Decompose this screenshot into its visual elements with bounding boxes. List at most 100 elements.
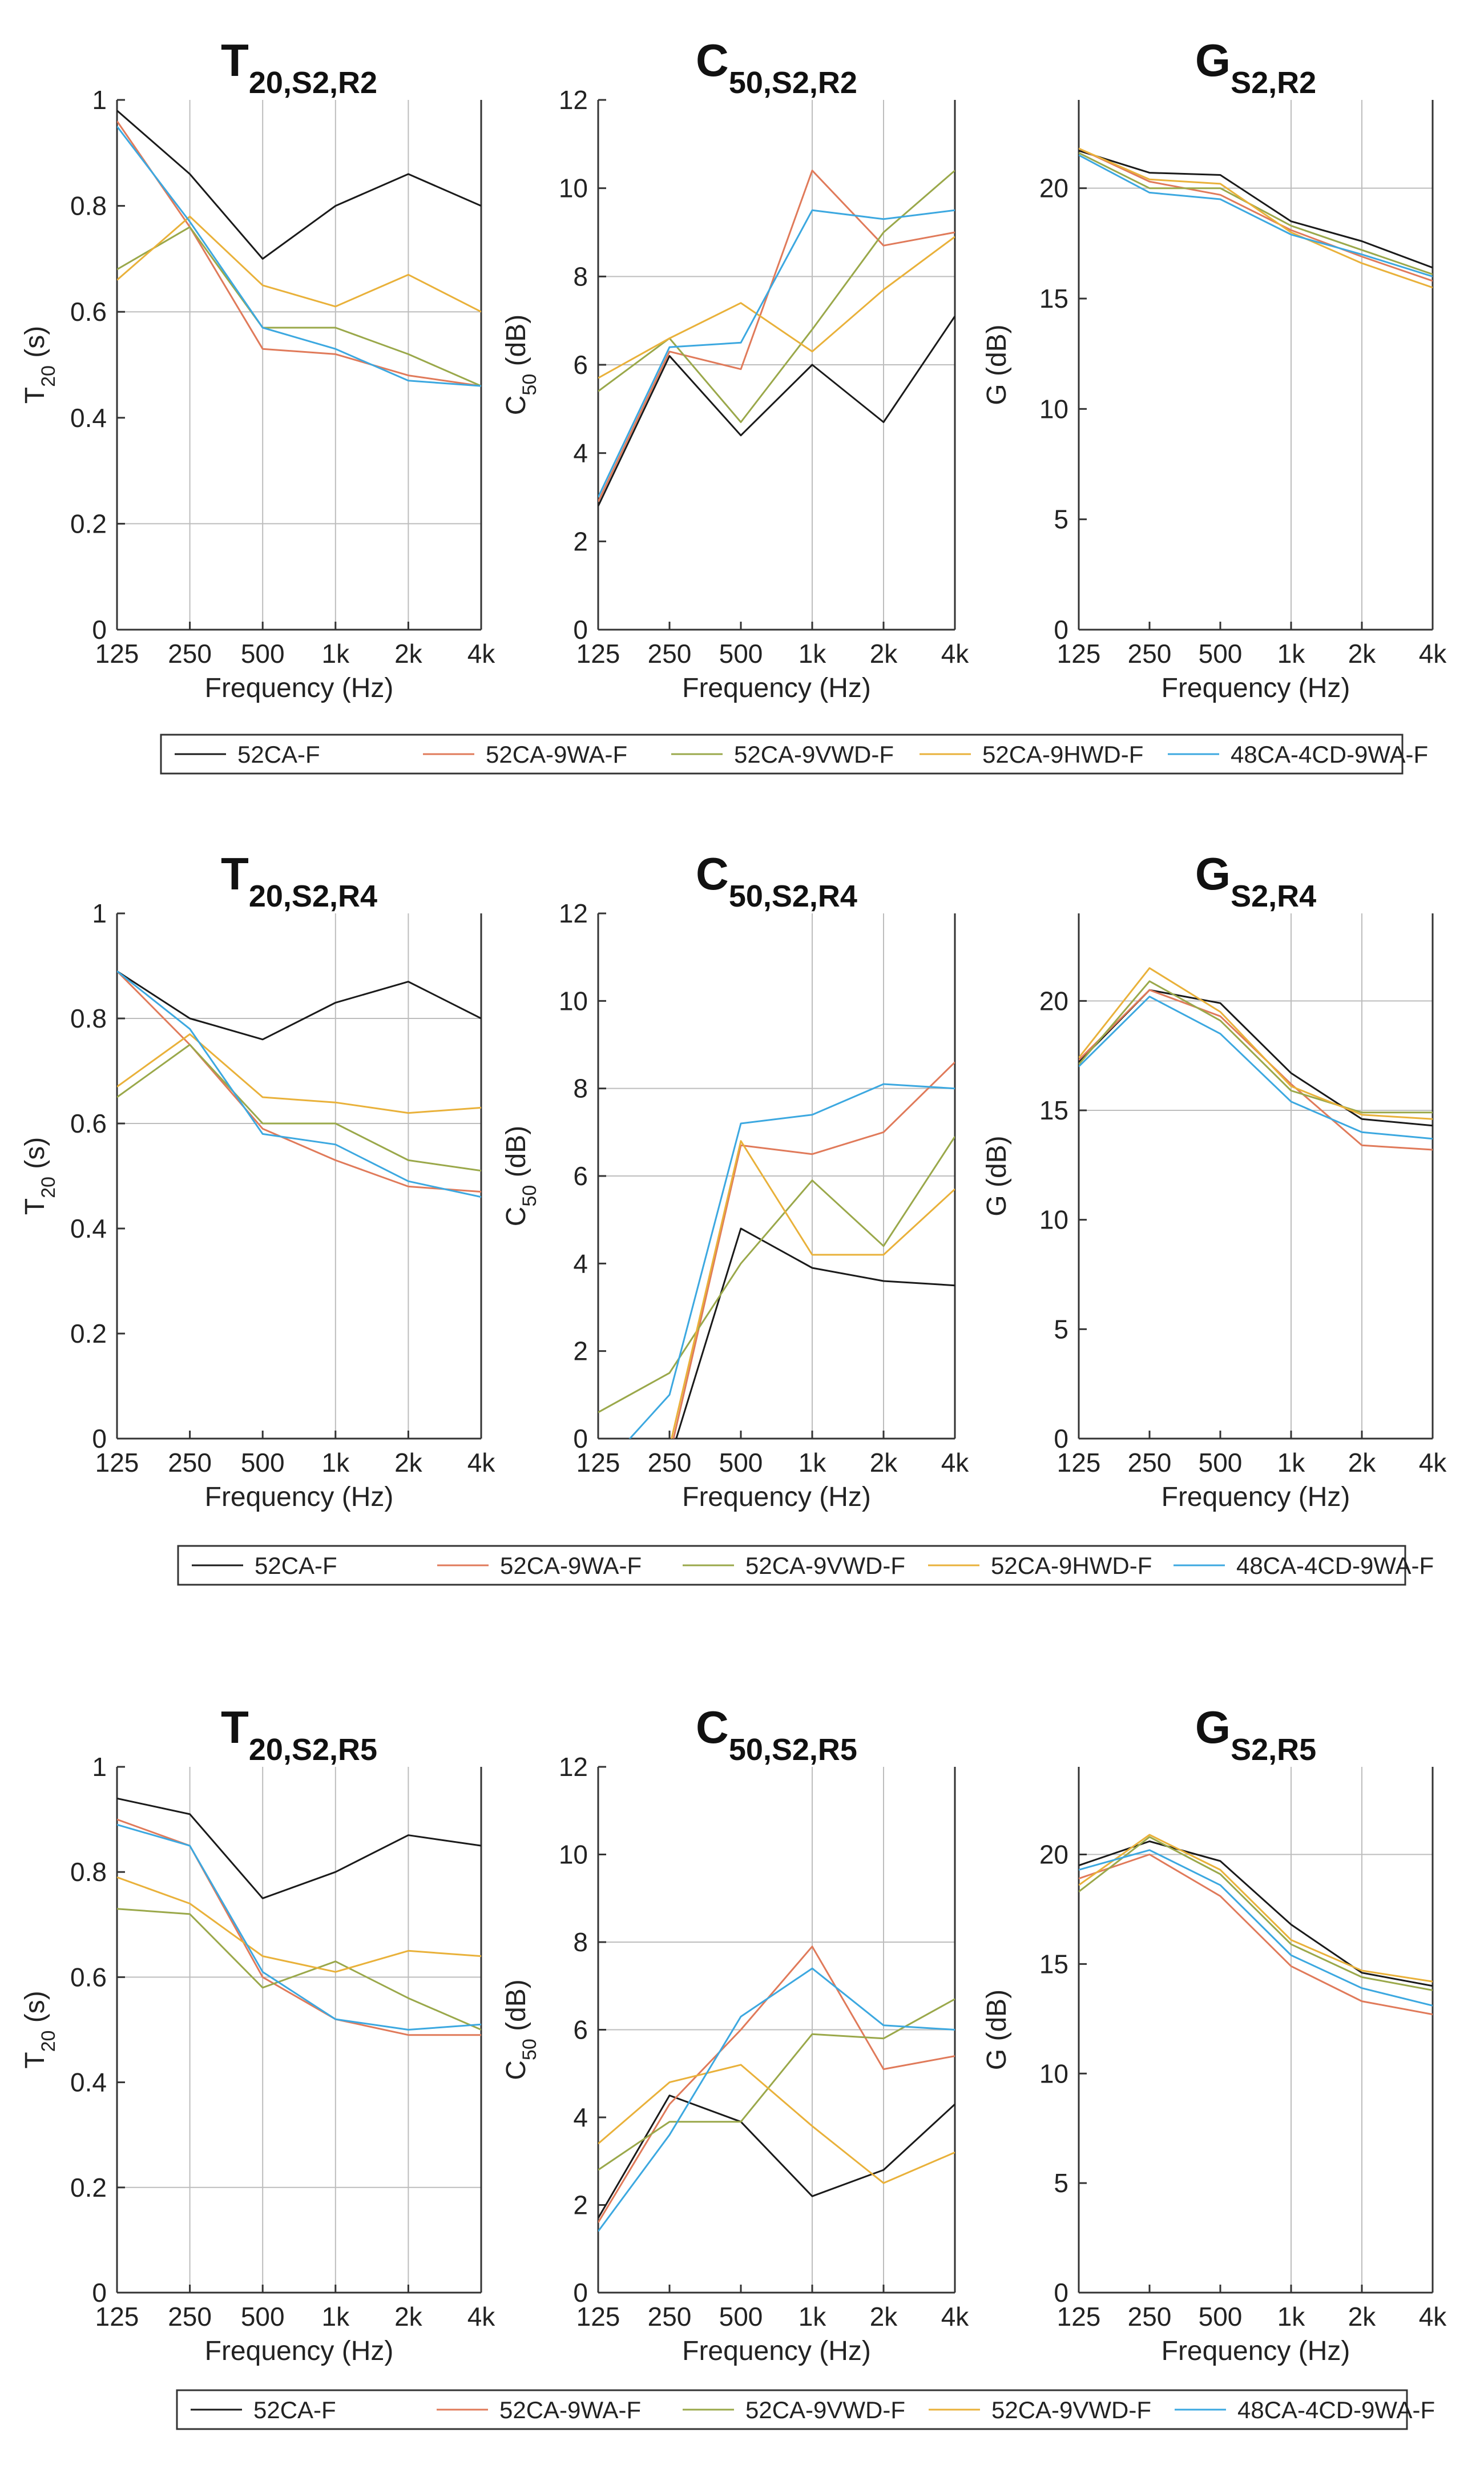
y-tick-label: 0.4 <box>70 1214 107 1243</box>
series-group <box>1079 967 1433 1151</box>
x-tick-label: 125 <box>576 639 620 668</box>
y-axis-label: G (dB) <box>982 324 1012 405</box>
x-tick-label: 500 <box>1199 639 1243 668</box>
series-line <box>117 970 481 1193</box>
chart-title: GS2,R2 <box>1195 35 1316 100</box>
x-tick-label: 2k <box>870 639 898 668</box>
x-tick-label: 125 <box>95 639 139 668</box>
x-tick-label: 2k <box>870 1448 898 1477</box>
y-tick-label: 0 <box>573 2278 588 2307</box>
x-tick-label: 500 <box>1199 1448 1243 1477</box>
series-group <box>117 110 481 387</box>
y-tick-label: 0.8 <box>70 191 107 221</box>
y-tick-label: 20 <box>1039 1840 1068 1870</box>
series-line <box>598 1946 955 2223</box>
series-group <box>1079 147 1433 289</box>
y-tick-label: 0 <box>1054 2278 1068 2307</box>
x-tick-label: 250 <box>1128 2302 1172 2331</box>
x-tick-label: 250 <box>1128 639 1172 668</box>
y-axis-label: T20 (s) <box>20 1991 59 2068</box>
y-tick-label: 0.2 <box>70 2173 107 2202</box>
x-tick-label: 4k <box>941 2302 970 2331</box>
y-tick-label: 8 <box>573 261 588 291</box>
series-line <box>1079 980 1433 1114</box>
series-line <box>117 970 481 1198</box>
series-line <box>1079 152 1433 275</box>
x-axis-label: Frequency (Hz) <box>1162 673 1350 703</box>
legend-label: 52CA-9VWD-F <box>745 1552 905 1579</box>
series-line <box>598 1136 955 1413</box>
legend-label: 52CA-9VWD-F <box>745 2397 905 2423</box>
legend: 52CA-F 52CA-9WA-F 52CA-9VWD-F 52CA-9HWD-F 48… <box>177 1545 1434 1586</box>
x-tick-label: 1k <box>1277 2302 1306 2331</box>
chart-panel: 0 0.2 0.4 0.6 0.8 1 125 250 500 1k 2k 4k Frequency (… <box>20 35 495 703</box>
x-tick-label: 2k <box>394 1448 423 1477</box>
x-tick-label: 250 <box>1128 1448 1172 1477</box>
y-tick-label: 0.8 <box>70 1857 107 1887</box>
legend-label: 52CA-9VWD-F <box>991 2397 1151 2423</box>
chart-panel: 0 0.2 0.4 0.6 0.8 1 125 250 500 1k 2k 4k Frequency (… <box>20 848 495 1512</box>
legend-label: 52CA-9WA-F <box>486 741 627 768</box>
x-tick-label: 1k <box>799 2302 827 2331</box>
x-tick-label: 4k <box>467 639 496 668</box>
x-tick-label: 1k <box>799 1448 827 1477</box>
series-line <box>1079 147 1433 289</box>
series-line <box>117 1818 481 2036</box>
y-axis-label: T20 (s) <box>20 1137 59 1215</box>
chart-panel: 0 5 10 15 20 125 250 500 1k 2k 4k Frequency (Hz) G (… <box>982 848 1447 1512</box>
legend-label: 52CA-9HWD-F <box>982 741 1143 768</box>
chart-title: GS2,R5 <box>1195 1702 1316 1767</box>
series-group <box>598 1061 955 1439</box>
x-tick-label: 500 <box>719 639 763 668</box>
x-tick-label: 500 <box>241 639 285 668</box>
y-tick-label: 10 <box>559 1840 588 1870</box>
y-tick-label: 5 <box>1054 505 1068 534</box>
series-line <box>672 1061 955 1439</box>
legend-label: 52CA-F <box>255 1552 337 1579</box>
series-line <box>598 2095 955 2219</box>
x-tick-label: 250 <box>648 2302 692 2331</box>
y-axis-label: G (dB) <box>982 1989 1012 2070</box>
x-tick-label: 125 <box>95 1448 139 1477</box>
y-tick-label: 6 <box>573 1161 588 1191</box>
y-tick-label: 20 <box>1039 986 1068 1016</box>
x-tick-label: 2k <box>1348 1448 1377 1477</box>
series-line <box>117 1908 481 2031</box>
y-tick-label: 15 <box>1039 1095 1068 1125</box>
y-tick-label: 0 <box>573 615 588 645</box>
legend-label: 48CA-4CD-9WA-F <box>1236 1552 1434 1579</box>
y-axis-label: T20 (s) <box>20 326 59 404</box>
x-tick-label: 4k <box>1419 639 1447 668</box>
x-tick-label: 250 <box>648 1448 692 1477</box>
chart-title: C50,S2,R2 <box>696 35 857 100</box>
legend-label: 48CA-4CD-9WA-F <box>1237 2397 1435 2423</box>
chart-panel: 0 0.2 0.4 0.6 0.8 1 125 250 500 1k 2k 4k Frequency (… <box>20 1702 495 2366</box>
chart-title: C50,S2,R5 <box>696 1702 857 1767</box>
x-tick-label: 250 <box>168 2302 212 2331</box>
y-tick-label: 1 <box>92 1752 107 1782</box>
series-line <box>1079 154 1433 277</box>
y-tick-label: 6 <box>573 2015 588 2045</box>
y-tick-label: 10 <box>559 986 588 1016</box>
chart-title: C50,S2,R4 <box>696 848 857 913</box>
legend: 52CA-F 52CA-9WA-F 52CA-9VWD-F 52CA-9HWD-F 48… <box>160 734 1428 775</box>
x-tick-label: 1k <box>322 1448 350 1477</box>
series-line <box>1079 150 1433 269</box>
x-tick-label: 2k <box>1348 639 1377 668</box>
x-axis-label: Frequency (Hz) <box>682 1482 871 1512</box>
x-axis-label: Frequency (Hz) <box>682 673 871 703</box>
series-line <box>628 1083 955 1439</box>
y-tick-label: 0 <box>1054 1424 1068 1453</box>
y-tick-label: 10 <box>1039 394 1068 424</box>
y-tick-label: 12 <box>559 1752 588 1782</box>
y-tick-label: 0 <box>92 615 107 645</box>
x-axis-label: Frequency (Hz) <box>682 2336 871 2366</box>
y-tick-label: 20 <box>1039 174 1068 203</box>
y-tick-label: 5 <box>1054 2168 1068 2198</box>
x-tick-label: 2k <box>1348 2302 1377 2331</box>
x-tick-label: 4k <box>467 1448 496 1477</box>
legend: 52CA-F 52CA-9WA-F 52CA-9VWD-F 52CA-9VWD-F 48… <box>176 2389 1435 2430</box>
series-line <box>117 1033 481 1114</box>
series-line <box>598 209 955 498</box>
